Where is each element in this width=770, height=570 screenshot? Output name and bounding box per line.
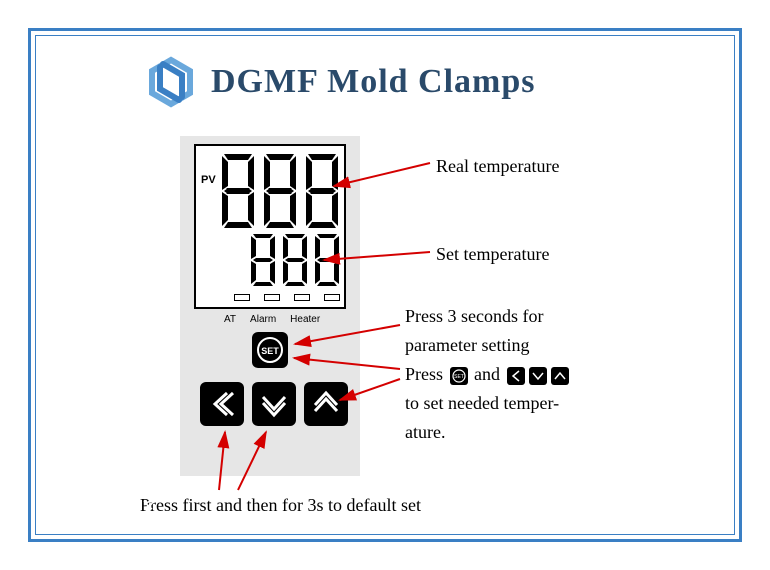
brand-logo-icon: [145, 56, 197, 108]
indicator-row: [234, 294, 340, 301]
brand-title: DGMF Mold Clamps: [211, 63, 536, 101]
indicator-box: [264, 294, 280, 301]
set-button-text: SET: [261, 346, 279, 356]
left-button[interactable]: [200, 382, 244, 426]
annot-combo-l2: to set needed temper-: [405, 393, 559, 413]
seg-digit: [260, 152, 300, 230]
seg-digit: [248, 232, 278, 288]
indicator-box: [324, 294, 340, 301]
indicator-box: [294, 294, 310, 301]
down-button[interactable]: [252, 382, 296, 426]
at-label: AT: [224, 314, 236, 325]
indicator-box: [234, 294, 250, 301]
annot-combo-l3: ature.: [405, 422, 445, 442]
annot-press-combo: Press SET and to set needed temper- atur…: [405, 360, 571, 446]
real-temp-display: [218, 152, 344, 230]
seg-digit: [312, 232, 342, 288]
chevron-left-icon: [205, 387, 239, 421]
inner-frame: [35, 35, 735, 535]
bottom-post: for 3s to default set: [282, 495, 421, 515]
button-labels-row: AT Alarm Heater: [224, 314, 320, 325]
bottom-mid: first and then: [183, 495, 282, 515]
chevron-up-icon: [309, 387, 343, 421]
annot-combo-and: and: [474, 364, 505, 384]
set-icon: SET: [255, 335, 285, 365]
annot-press3s-l2: parameter setting: [405, 335, 529, 355]
annot-press3s-l1: Press 3 seconds for: [405, 306, 543, 326]
set-temp-display: [248, 232, 344, 288]
mini-down-icon: [529, 367, 547, 385]
annot-bottom: Press first and then for 3s to default s…: [140, 495, 421, 516]
annot-set-temp: Set temperature: [436, 240, 549, 269]
mini-left-icon: [507, 367, 525, 385]
up-button[interactable]: [304, 382, 348, 426]
seg-digit: [280, 232, 310, 288]
arrow-buttons-row: [200, 382, 348, 426]
annot-press3s: Press 3 seconds for parameter setting: [405, 302, 543, 360]
heater-label: Heater: [290, 314, 320, 325]
set-button[interactable]: SET: [252, 332, 288, 368]
seg-digit: [218, 152, 258, 230]
device-panel: PV AT Alarm Heater SET: [180, 136, 360, 476]
chevron-down-icon: [257, 387, 291, 421]
seg-digit: [302, 152, 342, 230]
mini-up-icon: [551, 367, 569, 385]
svg-text:SET: SET: [454, 374, 464, 380]
pv-label: PV: [201, 174, 216, 186]
alarm-label: Alarm: [250, 314, 276, 325]
lcd-screen: PV: [194, 144, 346, 309]
brand-logo-row: DGMF Mold Clamps: [145, 56, 536, 108]
annot-real-temp: Real temperature: [436, 152, 559, 181]
annot-combo-pre: Press: [405, 364, 443, 384]
mini-set-icon: SET: [450, 367, 468, 385]
